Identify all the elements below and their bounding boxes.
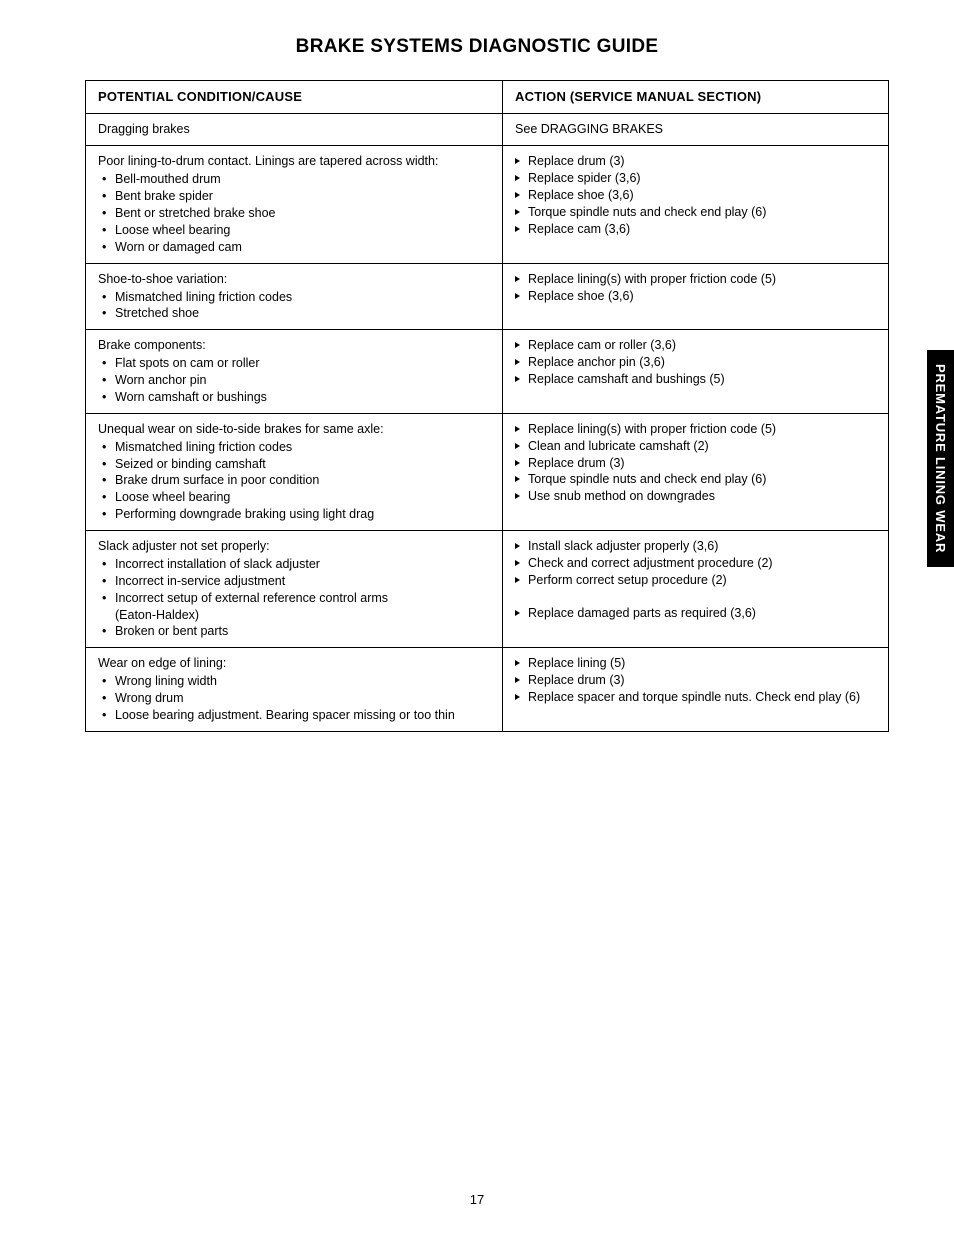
list-item: Replace cam (3,6) xyxy=(515,221,878,238)
condition-intro: Slack adjuster not set properly: xyxy=(98,538,492,555)
list-item: Worn or damaged cam xyxy=(102,239,492,256)
action-cell: Replace lining (5)Replace drum (3)Replac… xyxy=(503,648,888,731)
list-item-subline: (Eaton-Haldex) xyxy=(115,607,492,624)
list-item: Replace drum (3) xyxy=(515,672,878,689)
table-row: Wear on edge of lining:Wrong lining widt… xyxy=(86,648,888,731)
condition-intro: Poor lining-to-drum contact. Linings are… xyxy=(98,153,492,170)
list-item: Bell-mouthed drum xyxy=(102,171,492,188)
table-row: Dragging brakes See DRAGGING BRAKES xyxy=(86,114,888,147)
list-item: Worn camshaft or bushings xyxy=(102,389,492,406)
list-item: Replace anchor pin (3,6) xyxy=(515,354,878,371)
list-item: Replace lining(s) with proper friction c… xyxy=(515,421,878,438)
side-tab: PREMATURE LINING WEAR xyxy=(927,350,954,567)
list-item: Loose wheel bearing xyxy=(102,489,492,506)
list-item: Replace lining(s) with proper friction c… xyxy=(515,271,878,288)
condition-intro: Dragging brakes xyxy=(98,121,492,138)
table-row: Poor lining-to-drum contact. Linings are… xyxy=(86,146,888,263)
action-cell: Replace lining(s) with proper friction c… xyxy=(503,264,888,330)
condition-intro: Wear on edge of lining: xyxy=(98,655,492,672)
action-list: Replace lining (5)Replace drum (3)Replac… xyxy=(515,655,878,706)
list-item: Replace cam or roller (3,6) xyxy=(515,337,878,354)
list-item: Incorrect setup of external reference co… xyxy=(102,590,492,624)
list-item: Replace camshaft and bushings (5) xyxy=(515,371,878,388)
table-row: Shoe-to-shoe variation:Mismatched lining… xyxy=(86,264,888,331)
list-item: Install slack adjuster properly (3,6) xyxy=(515,538,878,555)
list-item: Replace damaged parts as required (3,6) xyxy=(515,605,878,622)
action-cell: See DRAGGING BRAKES xyxy=(503,114,888,146)
list-item: Incorrect installation of slack adjuster xyxy=(102,556,492,573)
list-item: Wrong lining width xyxy=(102,673,492,690)
condition-cell: Slack adjuster not set properly:Incorrec… xyxy=(86,531,503,647)
header-right: ACTION (SERVICE MANUAL SECTION) xyxy=(503,81,888,113)
list-item: Mismatched lining friction codes xyxy=(102,289,492,306)
condition-list: Flat spots on cam or rollerWorn anchor p… xyxy=(98,355,492,406)
list-item: Bent brake spider xyxy=(102,188,492,205)
list-item: Replace spider (3,6) xyxy=(515,170,878,187)
action-intro: See DRAGGING BRAKES xyxy=(515,121,878,138)
action-cell: Install slack adjuster properly (3,6)Che… xyxy=(503,531,888,647)
list-item: Performing downgrade braking using light… xyxy=(102,506,492,523)
list-item: Broken or bent parts xyxy=(102,623,492,640)
list-item: Incorrect in-service adjustment xyxy=(102,573,492,590)
list-item: Stretched shoe xyxy=(102,305,492,322)
list-item: Worn anchor pin xyxy=(102,372,492,389)
list-item: Replace shoe (3,6) xyxy=(515,288,878,305)
condition-cell: Brake components:Flat spots on cam or ro… xyxy=(86,330,503,413)
list-item: Torque spindle nuts and check end play (… xyxy=(515,204,878,221)
action-list: Replace lining(s) with proper friction c… xyxy=(515,421,878,505)
condition-cell: Shoe-to-shoe variation:Mismatched lining… xyxy=(86,264,503,330)
list-item: Loose bearing adjustment. Bearing spacer… xyxy=(102,707,492,724)
list-item: Wrong drum xyxy=(102,690,492,707)
action-cell: Replace drum (3)Replace spider (3,6)Repl… xyxy=(503,146,888,262)
condition-cell: Wear on edge of lining:Wrong lining widt… xyxy=(86,648,503,731)
header-left: POTENTIAL CONDITION/CAUSE xyxy=(86,81,503,113)
list-item: Replace lining (5) xyxy=(515,655,878,672)
action-cell: Replace lining(s) with proper friction c… xyxy=(503,414,888,530)
table-row: Unequal wear on side-to-side brakes for … xyxy=(86,414,888,531)
list-item: Replace shoe (3,6) xyxy=(515,187,878,204)
list-item: Flat spots on cam or roller xyxy=(102,355,492,372)
list-item: Mismatched lining friction codes xyxy=(102,439,492,456)
action-list: Replace cam or roller (3,6)Replace ancho… xyxy=(515,337,878,388)
condition-intro: Shoe-to-shoe variation: xyxy=(98,271,492,288)
list-item: Seized or binding camshaft xyxy=(102,456,492,473)
list-item: Torque spindle nuts and check end play (… xyxy=(515,471,878,488)
action-list: Replace drum (3)Replace spider (3,6)Repl… xyxy=(515,153,878,237)
action-list: Install slack adjuster properly (3,6)Che… xyxy=(515,538,878,622)
list-item: Clean and lubricate camshaft (2) xyxy=(515,438,878,455)
condition-list: Bell-mouthed drumBent brake spider Bent … xyxy=(98,171,492,255)
list-item: Bent or stretched brake shoe xyxy=(102,205,492,222)
condition-list: Wrong lining widthWrong drumLoose bearin… xyxy=(98,673,492,724)
condition-intro: Unequal wear on side-to-side brakes for … xyxy=(98,421,492,438)
page-number: 17 xyxy=(0,1192,954,1207)
list-item: Use snub method on downgrades xyxy=(515,488,878,505)
list-item: Loose wheel bearing xyxy=(102,222,492,239)
condition-list: Incorrect installation of slack adjuster… xyxy=(98,556,492,640)
condition-cell: Unequal wear on side-to-side brakes for … xyxy=(86,414,503,530)
condition-list: Mismatched lining friction codesSeized o… xyxy=(98,439,492,523)
list-item: Check and correct adjustment procedure (… xyxy=(515,555,878,572)
diagnostic-table: POTENTIAL CONDITION/CAUSE ACTION (SERVIC… xyxy=(85,80,889,732)
condition-list: Mismatched lining friction codesStretche… xyxy=(98,289,492,323)
table-row: Slack adjuster not set properly:Incorrec… xyxy=(86,531,888,648)
action-list: Replace lining(s) with proper friction c… xyxy=(515,271,878,305)
table-row: Brake components:Flat spots on cam or ro… xyxy=(86,330,888,414)
action-cell: Replace cam or roller (3,6)Replace ancho… xyxy=(503,330,888,413)
condition-cell: Dragging brakes xyxy=(86,114,503,146)
spacer xyxy=(515,589,878,605)
list-item: Replace drum (3) xyxy=(515,455,878,472)
list-item: Replace drum (3) xyxy=(515,153,878,170)
list-item: Brake drum surface in poor condition xyxy=(102,472,492,489)
page-title: BRAKE SYSTEMS DIAGNOSTIC GUIDE xyxy=(0,0,954,80)
condition-intro: Brake components: xyxy=(98,337,492,354)
table-header-row: POTENTIAL CONDITION/CAUSE ACTION (SERVIC… xyxy=(86,81,888,114)
list-item: Replace spacer and torque spindle nuts. … xyxy=(515,689,878,706)
condition-cell: Poor lining-to-drum contact. Linings are… xyxy=(86,146,503,262)
list-item: Perform correct setup procedure (2) xyxy=(515,572,878,589)
